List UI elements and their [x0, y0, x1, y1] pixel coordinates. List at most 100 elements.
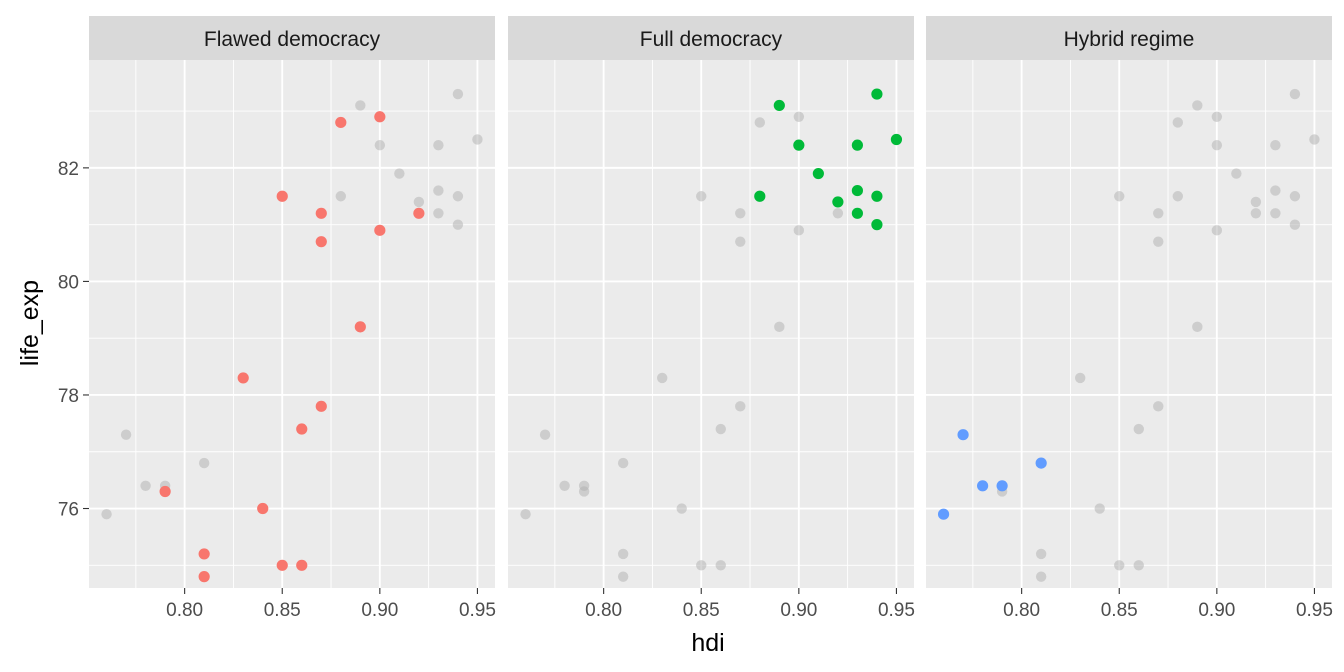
x-tick-label: 0.90 — [780, 600, 817, 621]
y-tick-label: 80 — [58, 272, 79, 293]
background-point — [754, 117, 765, 128]
data-point-flawed-democracy — [198, 548, 210, 560]
strip-background — [89, 16, 495, 60]
x-tick-label: 0.90 — [1198, 600, 1235, 621]
panels-layer: Flawed democracy 0.80 0.85 0.90 0.95 Full dem… — [58, 16, 1333, 621]
data-point-hybrid-regime — [977, 480, 989, 492]
strip-background — [926, 16, 1332, 60]
background-point — [1192, 321, 1203, 333]
background-point — [1250, 196, 1262, 208]
panel-hybrid-regime: Hybrid regime 0.80 0.85 0.90 0.95 — [926, 16, 1333, 621]
data-point-full-democracy — [754, 190, 766, 202]
background-point — [1270, 185, 1281, 196]
background-point — [715, 560, 726, 571]
background-point — [335, 191, 346, 202]
background-point — [1289, 191, 1301, 202]
y-tick-label: 78 — [58, 386, 79, 407]
background-point — [355, 100, 366, 111]
background-point — [452, 191, 464, 202]
background-point — [1270, 208, 1281, 219]
data-point-flawed-democracy — [315, 236, 327, 248]
strip-background — [508, 16, 914, 60]
strip-label-full-democracy: Full democracy — [640, 28, 783, 51]
background-point — [1153, 208, 1164, 219]
background-point — [715, 423, 726, 435]
x-tick-label: 0.95 — [1296, 600, 1333, 621]
data-point-full-democracy — [851, 139, 863, 151]
background-point — [735, 208, 746, 219]
background-point — [394, 168, 405, 179]
data-point-flawed-democracy — [159, 485, 171, 498]
data-point-hybrid-regime — [996, 480, 1008, 492]
background-point — [1211, 225, 1223, 236]
background-point — [1211, 111, 1223, 122]
background-point — [793, 225, 805, 236]
data-point-flawed-democracy — [374, 111, 386, 123]
data-point-flawed-democracy — [237, 372, 249, 384]
strip-label-flawed-democracy: Flawed democracy — [204, 28, 381, 51]
x-tick-label: 0.95 — [878, 600, 915, 621]
data-point-hybrid-regime — [957, 429, 969, 441]
background-point — [1270, 139, 1281, 151]
data-point-flawed-democracy — [257, 502, 269, 515]
background-point — [832, 208, 844, 219]
x-tick-label: 0.95 — [459, 600, 496, 621]
background-point — [1133, 560, 1144, 571]
background-point — [452, 88, 464, 100]
data-point-full-democracy — [871, 219, 883, 231]
x-axis-title: hdi — [691, 629, 724, 657]
data-point-full-democracy — [851, 184, 863, 197]
x-tick-label: 0.85 — [264, 600, 301, 621]
data-point-flawed-democracy — [276, 190, 288, 202]
background-point — [696, 560, 707, 571]
data-point-full-democracy — [851, 207, 863, 219]
background-point — [657, 372, 668, 384]
x-tick-label: 0.80 — [166, 600, 203, 621]
background-point — [472, 134, 483, 145]
y-tick-label: 82 — [58, 159, 79, 180]
background-point — [120, 429, 132, 440]
background-point — [735, 401, 746, 412]
background-point — [1172, 117, 1183, 128]
background-point — [1309, 134, 1320, 145]
background-point — [1211, 139, 1223, 151]
background-point — [578, 480, 590, 492]
background-point — [1153, 236, 1164, 247]
background-point — [101, 508, 112, 520]
data-point-flawed-democracy — [198, 571, 210, 583]
background-point — [559, 480, 570, 492]
data-point-full-democracy — [773, 99, 785, 112]
background-point — [1250, 208, 1262, 219]
background-point — [735, 236, 746, 247]
background-point — [1231, 168, 1242, 179]
data-point-flawed-democracy — [276, 559, 288, 571]
data-point-full-democracy — [832, 196, 844, 208]
background-point — [1133, 423, 1144, 435]
background-point — [433, 185, 444, 196]
background-point — [617, 571, 629, 582]
background-point — [452, 219, 464, 230]
y-axis-title: life_exp — [16, 280, 44, 366]
data-point-flawed-democracy — [413, 207, 425, 219]
background-point — [1289, 219, 1301, 230]
data-point-flawed-democracy — [374, 224, 386, 236]
data-point-hybrid-regime — [937, 508, 950, 520]
strip-label-hybrid-regime: Hybrid regime — [1064, 28, 1195, 51]
panel-background — [926, 60, 1332, 588]
background-point — [617, 457, 629, 469]
background-point — [1075, 372, 1086, 384]
data-point-flawed-democracy — [354, 321, 366, 333]
panel-full-democracy: Full democracy 0.80 0.85 0.90 0.95 — [508, 16, 915, 621]
background-point — [1153, 401, 1164, 412]
data-point-full-democracy — [871, 88, 883, 100]
panel-background — [89, 60, 495, 588]
background-point — [1094, 503, 1105, 514]
background-point — [1035, 548, 1047, 560]
x-tick-label: 0.90 — [361, 600, 398, 621]
background-point — [1114, 191, 1125, 202]
data-point-flawed-democracy — [315, 400, 327, 412]
data-point-full-democracy — [812, 167, 824, 180]
background-point — [1192, 100, 1203, 111]
background-point — [617, 548, 629, 560]
x-tick-label: 0.80 — [1003, 600, 1040, 621]
